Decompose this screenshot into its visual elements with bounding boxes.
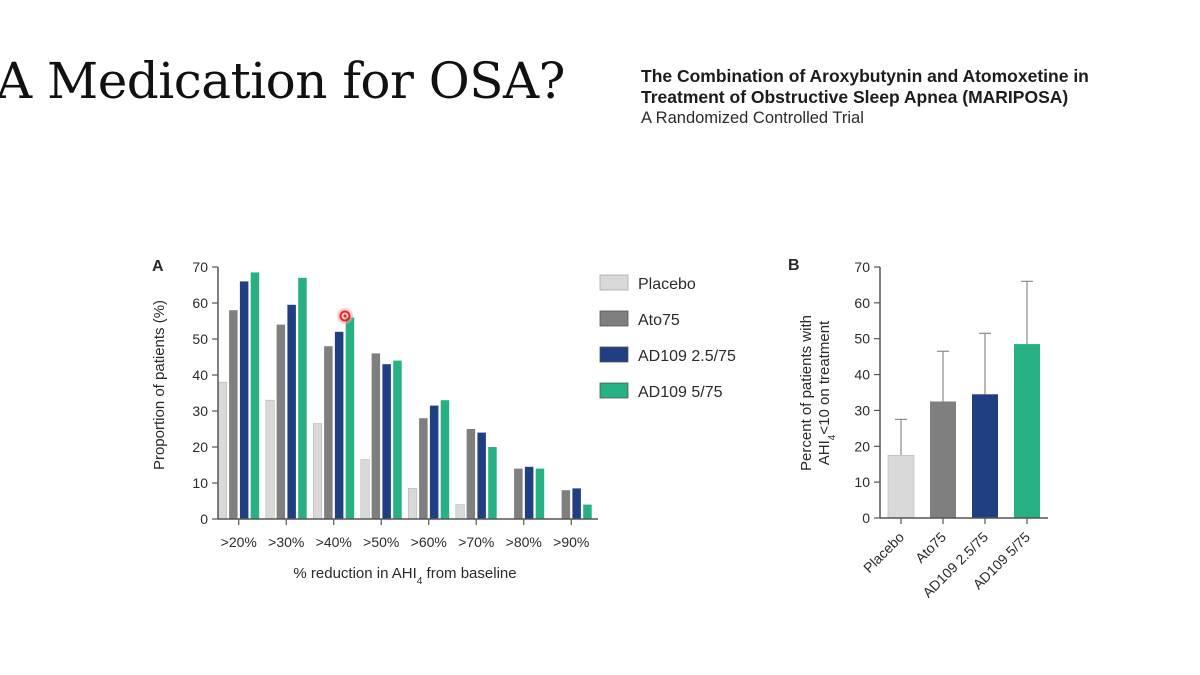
- y-tick-label: 10: [854, 474, 870, 490]
- cursor-marker: [337, 308, 353, 324]
- chart-panel-a: A 0 10 20 30 40 50 60 70 >20% >30% >40% >50% >60% >7…: [151, 258, 736, 587]
- bar-ad109-2-5-75-80: [524, 466, 534, 519]
- bar-placebo-50: [360, 459, 370, 520]
- x-tick-label: >60%: [411, 534, 447, 550]
- panel-letter-a: A: [152, 258, 164, 275]
- bar-ad109-5-75-70: [488, 447, 497, 519]
- bar-ad109-5-75-60: [440, 400, 450, 519]
- x-tick-label: Ato75: [912, 529, 949, 566]
- bar-ad109-5-75-50: [393, 360, 402, 519]
- paper-subtitle: A Randomized Controlled Trial: [641, 109, 864, 127]
- bar-ad109-2-5-75-20: [239, 281, 249, 519]
- legend-swatch-ad109-5-75: [599, 382, 629, 399]
- y-tick-label: 20: [192, 439, 208, 455]
- y-tick-label: 0: [862, 510, 870, 526]
- bar-ad109-5-75-90: [583, 504, 592, 519]
- y-tick-label: 50: [854, 331, 870, 347]
- x-tick-label: Placebo: [860, 529, 907, 576]
- bar-ato75-20: [229, 310, 238, 519]
- bar-ad109-5-75-80: [535, 468, 545, 519]
- legend-swatch-placebo: [599, 274, 629, 291]
- y-tick-label: 40: [192, 367, 208, 383]
- x-tick-label: >70%: [458, 534, 494, 550]
- y-axis-label: Proportion of patients (%): [151, 300, 168, 470]
- x-tick-label: >90%: [553, 534, 589, 550]
- bar-ad109-2-5-75-60: [429, 405, 439, 519]
- bar-placebo-20: [218, 381, 228, 520]
- bar-ad109-2-5-75-40: [334, 331, 344, 519]
- x-tick-label: >40%: [316, 534, 352, 550]
- bar-ato75-90: [561, 490, 571, 519]
- bar-ato75: [930, 401, 956, 518]
- panel-letter-b: B: [788, 257, 800, 274]
- paper-title-line-1: The Combination of Aroxybutynin and Atom…: [641, 66, 1089, 86]
- bar-ad109-5-75-30: [298, 277, 307, 519]
- bar-ato75-30: [276, 324, 286, 519]
- bar-ad109-2-5-75-70: [477, 432, 486, 519]
- bar-ad109-5-75-20: [250, 272, 260, 519]
- legend: Placebo Ato75 AD109 2.5/75 AD109 5/75: [599, 274, 736, 401]
- bar-placebo-40: [312, 423, 323, 520]
- y-tick-label: 60: [854, 295, 870, 311]
- y-tick-label: 40: [854, 367, 870, 383]
- bar-placebo-60: [407, 488, 418, 520]
- slide-title: A Medication for OSA?: [0, 52, 565, 110]
- bar-ato75-40: [324, 346, 333, 519]
- y-tick-label: 70: [192, 259, 208, 275]
- legend-swatch-ad109-2-5-75: [599, 346, 629, 363]
- bar-placebo: [887, 454, 915, 519]
- x-tick-label: >30%: [268, 534, 304, 550]
- bar-ato75-50: [371, 353, 381, 519]
- bar-ato75-70: [466, 429, 476, 519]
- y-tick-label: 20: [854, 438, 870, 454]
- bar-placebo-30: [265, 399, 275, 520]
- bar-ad109-2-5-75-90: [572, 488, 581, 519]
- bar-ad109-5-75-40: [345, 317, 355, 519]
- x-tick-label: >50%: [363, 534, 399, 550]
- legend-swatch-ato75: [599, 310, 629, 327]
- paper-header: The Combination of Aroxybutynin and Atom…: [641, 66, 1200, 129]
- legend-label-placebo: Placebo: [638, 276, 696, 293]
- y-axis-label-line-2: AHI4<10 on treatment: [816, 320, 838, 465]
- legend-label-ad109-5-75: AD109 5/75: [638, 384, 723, 401]
- y-tick-label: 30: [854, 402, 870, 418]
- bar-ato75-60: [419, 418, 428, 519]
- legend-label-ato75: Ato75: [638, 312, 680, 329]
- bar-ad109-2-5-75-30: [287, 304, 296, 519]
- bar-ad109-2-5-75-50: [382, 364, 391, 519]
- y-tick-label: 50: [192, 331, 208, 347]
- x-tick-label: >20%: [221, 534, 257, 550]
- legend-label-ad109-2-5-75: AD109 2.5/75: [638, 348, 736, 365]
- x-tick-label: >80%: [506, 534, 542, 550]
- x-axis-label: % reduction in AHI4 from baseline: [293, 565, 516, 587]
- paper-title-line-2: Treatment of Obstructive Sleep Apnea (MA…: [641, 87, 1069, 107]
- bar-ad109-5-75: [1014, 344, 1040, 518]
- y-tick-label: 70: [854, 259, 870, 275]
- bar-placebo-70: [455, 504, 465, 520]
- y-tick-label: 10: [192, 475, 208, 491]
- bar-ad109-2-5-75: [972, 394, 998, 518]
- y-tick-label: 0: [200, 511, 208, 527]
- y-axis-label-line-1: Percent of patients with: [798, 315, 815, 471]
- bar-ato75-80: [514, 468, 523, 519]
- y-tick-label: 30: [192, 403, 208, 419]
- y-tick-label: 60: [192, 295, 208, 311]
